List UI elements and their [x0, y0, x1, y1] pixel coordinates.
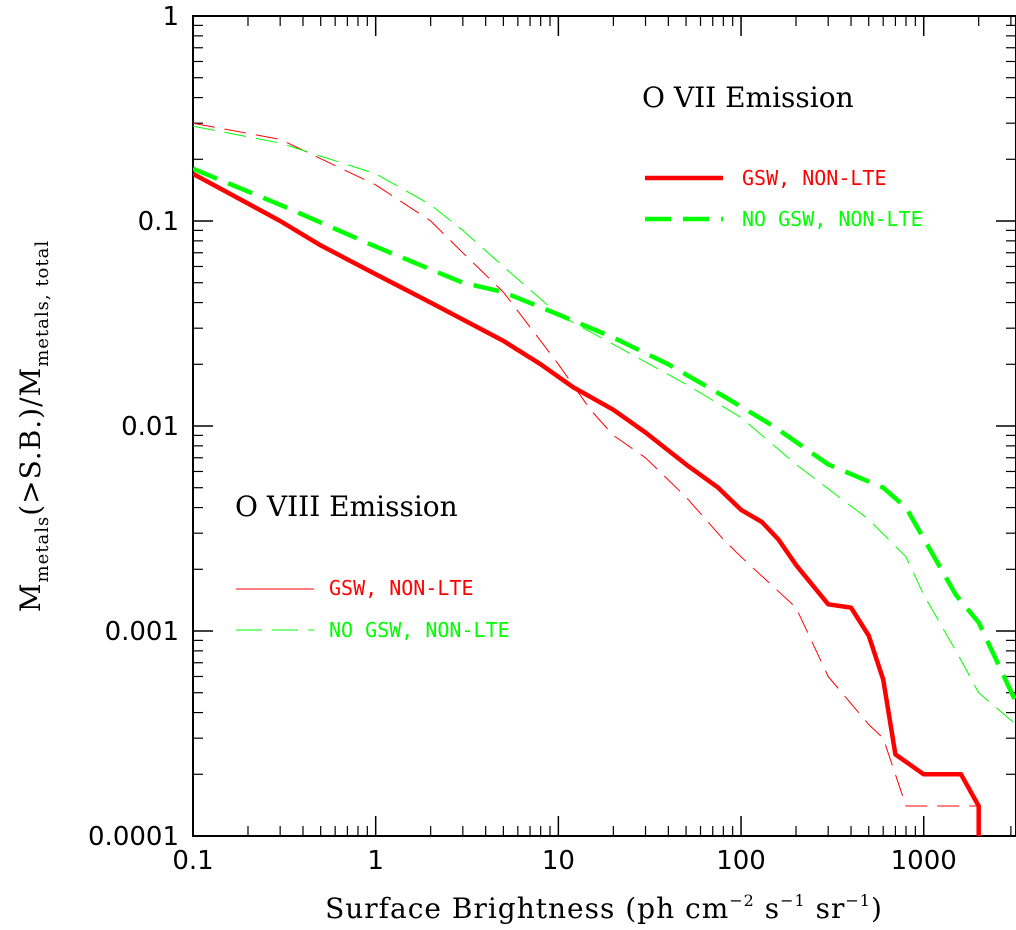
- y-axis-title: Mmetals(>S.B.)/Mmetals, total: [14, 240, 53, 612]
- y-tick-label: 0.01: [121, 412, 179, 442]
- major-ticks: [192, 15, 1016, 837]
- legend-label-oviii-gsw: GSW, NON-LTE: [329, 576, 474, 600]
- legend-label-ovii-gsw: GSW, NON-LTE: [742, 166, 887, 190]
- series-ovii_gsw: [193, 171, 981, 836]
- x-tick-label: 100: [716, 846, 766, 876]
- y-tick-labels: 1 0.1 0.01 0.001 0.0001: [88, 2, 179, 852]
- x-tick-label: 0.1: [172, 846, 213, 876]
- y-tick-label: 0.001: [105, 617, 179, 647]
- oviii-legend: GSW, NON-LTE NO GSW, NON-LTE: [236, 576, 510, 642]
- x-tick-label: 1: [367, 846, 384, 876]
- series-ovii_nogsw: [193, 166, 1016, 704]
- series-layer: [193, 122, 1016, 836]
- x-axis-title: Surface Brightness (ph cm−2 s−1 sr−1): [325, 891, 883, 925]
- series-oviii_nogsw: [193, 125, 1016, 725]
- series-oviii_gsw: [193, 122, 979, 807]
- x-tick-labels: 0.1 1 10 100 1000: [172, 846, 956, 876]
- y-tick-label: 0.1: [138, 207, 179, 237]
- legend-label-oviii-nogsw: NO GSW, NON-LTE: [329, 618, 510, 642]
- y-tick-label: 1: [162, 2, 179, 32]
- x-tick-label: 1000: [891, 846, 957, 876]
- oviii-annotation-title: O VIII Emission: [235, 490, 458, 523]
- y-tick-label: 0.0001: [88, 822, 179, 852]
- ovii-legend: GSW, NON-LTE NO GSW, NON-LTE: [645, 166, 923, 231]
- ovii-annotation-title: O VII Emission: [642, 81, 854, 114]
- legend-label-ovii-nogsw: NO GSW, NON-LTE: [742, 207, 923, 231]
- x-tick-label: 10: [542, 846, 575, 876]
